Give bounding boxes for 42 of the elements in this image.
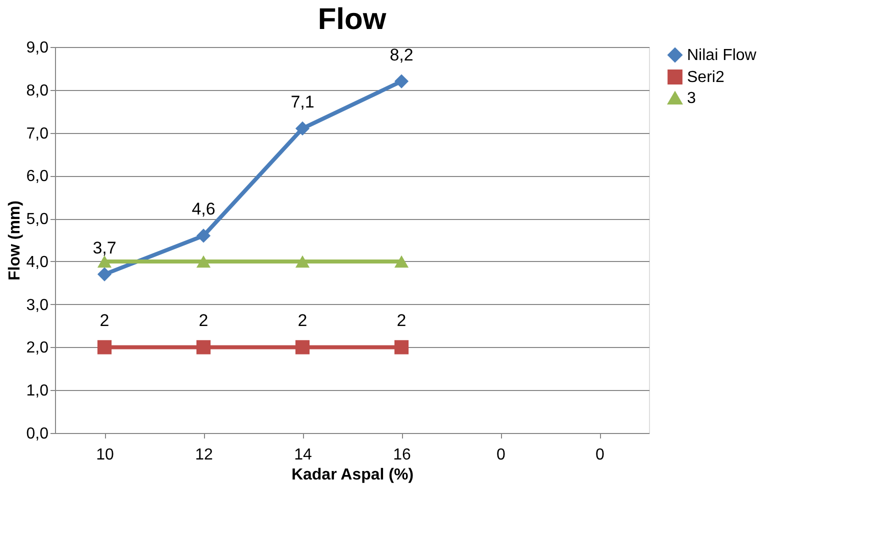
y-tick-label: 3,0 <box>26 296 49 314</box>
legend-label: Nilai Flow <box>687 47 757 64</box>
y-tick-label: 6,0 <box>26 168 49 186</box>
y-tick-label: 5,0 <box>26 211 49 228</box>
x-tick-label: 12 <box>195 446 213 464</box>
point <box>295 255 310 268</box>
data-label: 4,6 <box>192 200 216 219</box>
point <box>394 340 409 354</box>
point <box>97 255 112 268</box>
point <box>196 255 211 268</box>
x-tick-label: 10 <box>96 446 114 464</box>
y-tick-label: 2,0 <box>26 340 49 357</box>
y-tick-label: 7,0 <box>26 125 49 142</box>
x-axis-title: Kadar Aspal (%) <box>291 466 414 484</box>
point <box>97 340 112 354</box>
point <box>394 74 409 88</box>
x-tick-label: 0 <box>496 446 506 464</box>
y-axis-title: Flow (mm) <box>6 200 24 280</box>
x-tick-label: 0 <box>596 446 605 464</box>
data-label: 8,2 <box>390 45 414 64</box>
data-label: 2 <box>198 311 208 330</box>
y-tick-label: 4,0 <box>26 254 49 271</box>
chart-title: Flow <box>318 3 387 36</box>
point <box>394 255 409 268</box>
data-label: 2 <box>396 311 406 330</box>
y-tick-label: 0,0 <box>26 426 49 442</box>
legend-label: 3 <box>687 90 696 107</box>
data-label: 2 <box>298 311 308 330</box>
point <box>196 340 211 354</box>
y-tick-label: 1,0 <box>26 382 49 400</box>
y-tick-label: 9,0 <box>26 40 49 56</box>
data-label: 3,7 <box>92 238 116 258</box>
point <box>295 121 310 136</box>
point <box>196 228 211 243</box>
point <box>295 340 310 354</box>
point <box>97 267 112 282</box>
data-label: 2 <box>100 311 110 330</box>
x-tick-label: 16 <box>393 446 411 464</box>
x-tick-label: 14 <box>294 446 312 464</box>
y-tick-label: 8,0 <box>26 82 49 100</box>
data-label: 7,1 <box>290 92 314 112</box>
legend-label: Seri2 <box>687 69 724 86</box>
